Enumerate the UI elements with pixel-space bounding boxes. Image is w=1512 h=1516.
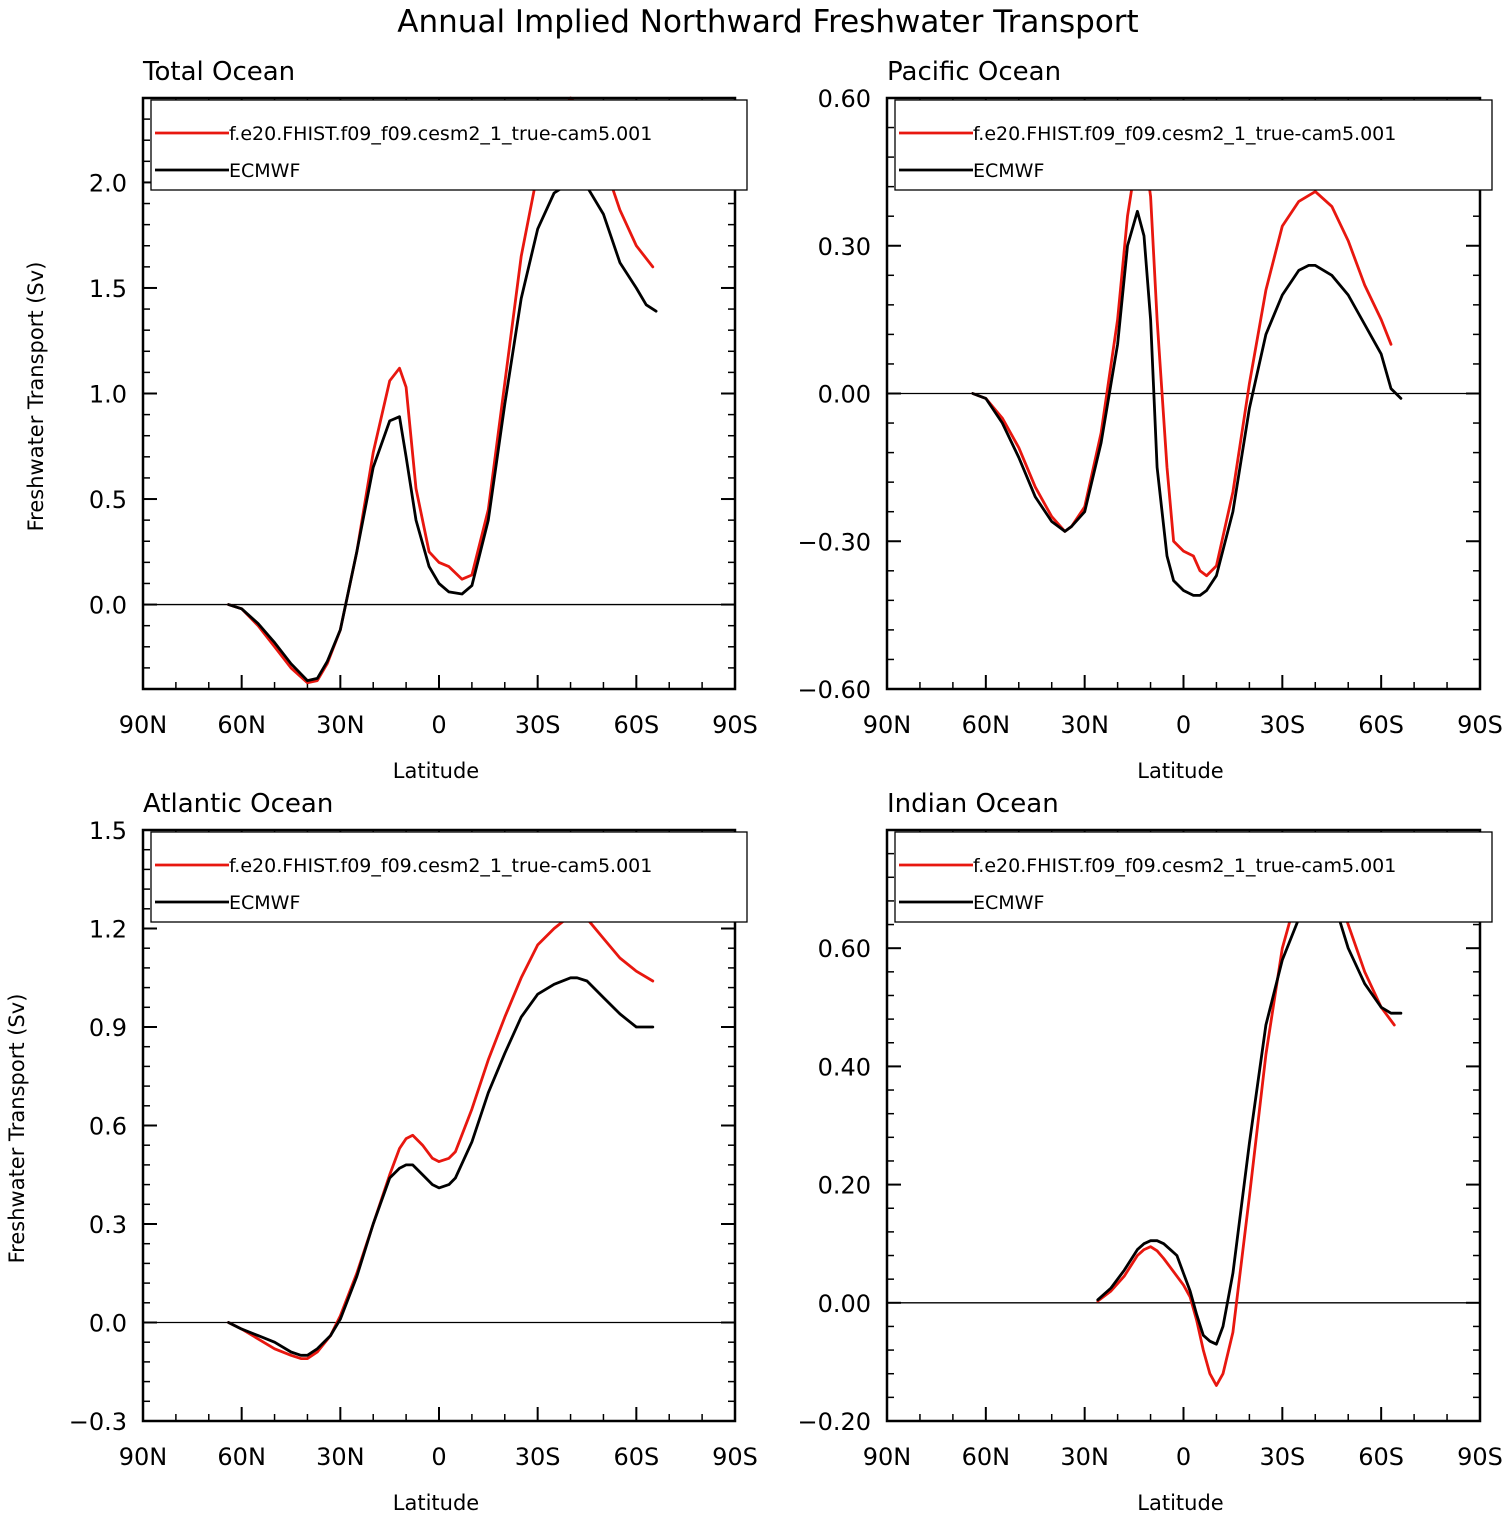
x-tick-label: 0 <box>431 1443 446 1471</box>
y-tick-label: 0.0 <box>89 1310 127 1338</box>
plot-frame <box>885 828 1482 1423</box>
x-tick-label: 90N <box>119 711 168 739</box>
legend-label: f.e20.FHIST.f09_f09.cesm2_1_true-cam5.00… <box>973 855 1396 877</box>
x-tick-label: 30N <box>316 1443 365 1471</box>
plot-frame <box>141 828 737 1423</box>
y-axis-label: Freshwater Transport (Sv) <box>5 994 29 1264</box>
panel-title: Atlantic Ocean <box>143 789 333 819</box>
x-tick-label: 90N <box>119 1443 168 1471</box>
x-tick-label: 0 <box>1176 711 1191 739</box>
series-line-ecmwf <box>227 178 658 682</box>
x-tick-label: 30S <box>1259 1443 1305 1471</box>
legend-box <box>894 831 1493 923</box>
panel-4: Indian Ocean 90N 60N 30N 0 30S 60S 90S −0.20 0.00… <box>797 789 1502 1515</box>
x-axis-label: Latitude <box>1137 759 1223 783</box>
y-tick-label: 1.2 <box>89 916 127 944</box>
series-line-model <box>1096 864 1396 1387</box>
x-tick-label: 90S <box>712 711 758 739</box>
x-tick-label: 60S <box>613 711 659 739</box>
x-tick-label: 60N <box>962 711 1011 739</box>
y-tick-label: 0.5 <box>89 486 127 514</box>
y-tick-label: 0.30 <box>818 233 871 261</box>
legend: f.e20.FHIST.f09_f09.cesm2_1_true-cam5.00… <box>894 831 1493 923</box>
x-tick-label: 90N <box>863 1443 912 1471</box>
panel-title: Indian Ocean <box>887 789 1059 819</box>
y-tick-label: 0.3 <box>89 1211 127 1239</box>
x-tick-label: 90S <box>712 1443 758 1471</box>
legend-box <box>894 99 1493 191</box>
y-tick-label: 0.60 <box>818 85 871 113</box>
y-tick-label: 0.00 <box>818 381 871 409</box>
legend-label: f.e20.FHIST.f09_f09.cesm2_1_true-cam5.00… <box>973 123 1396 145</box>
y-tick-label: −0.60 <box>797 676 871 704</box>
x-tick-label: 60S <box>1358 711 1404 739</box>
x-axis-label: Latitude <box>393 759 479 783</box>
series-line-ecmwf <box>971 209 1403 597</box>
y-tick-label: −0.30 <box>797 528 871 556</box>
x-tick-label: 30N <box>1060 1443 1109 1471</box>
panels: Total Ocean 90N 60N 30N 0 30S 60S 90S 0.0 0.5 1.0 1… <box>5 57 1503 1515</box>
legend: f.e20.FHIST.f09_f09.cesm2_1_true-cam5.00… <box>894 99 1493 191</box>
panel-3: Atlantic Ocean 90N 60N 30N 0 30S 60S 90S −0.3 0.0… <box>5 789 758 1515</box>
x-axis-label: Latitude <box>393 1491 479 1515</box>
y-tick-label: 0.20 <box>818 1172 871 1200</box>
y-tick-label: 1.5 <box>89 817 127 845</box>
y-tick-label: 0.6 <box>89 1113 127 1141</box>
y-tick-label: 0.0 <box>89 592 127 620</box>
panel-title: Pacific Ocean <box>887 57 1061 87</box>
x-tick-label: 0 <box>1176 1443 1191 1471</box>
x-axis-label: Latitude <box>1137 1491 1223 1515</box>
series-line-model <box>971 145 1393 578</box>
x-tick-label: 30S <box>515 711 561 739</box>
legend-label: ECMWF <box>229 160 300 182</box>
y-tick-label: 0.60 <box>818 935 871 963</box>
y-tick-label: 0.40 <box>818 1053 871 1081</box>
figure-title: Annual Implied Northward Freshwater Tran… <box>397 4 1138 40</box>
y-tick-label: 0.00 <box>818 1290 871 1318</box>
x-tick-label: 30N <box>316 711 365 739</box>
x-tick-label: 90S <box>1457 711 1503 739</box>
x-tick-label: 60N <box>962 1443 1011 1471</box>
x-tick-label: 30S <box>1259 711 1305 739</box>
series-line-ecmwf <box>1096 887 1403 1346</box>
x-tick-label: 60S <box>1358 1443 1404 1471</box>
legend-label: f.e20.FHIST.f09_f09.cesm2_1_true-cam5.00… <box>229 123 652 145</box>
y-tick-label: −0.20 <box>797 1408 871 1436</box>
plot-frame <box>141 96 737 691</box>
legend-label: f.e20.FHIST.f09_f09.cesm2_1_true-cam5.00… <box>229 855 652 877</box>
x-tick-label: 60S <box>613 1443 659 1471</box>
series-line-ecmwf <box>227 976 655 1357</box>
x-tick-label: 60N <box>217 1443 266 1471</box>
x-tick-label: 0 <box>431 711 446 739</box>
y-tick-label: 1.0 <box>89 381 127 409</box>
y-tick-label: −0.3 <box>69 1408 127 1436</box>
panel-1: Total Ocean 90N 60N 30N 0 30S 60S 90S 0.0 0.5 1.0 1… <box>24 57 758 783</box>
x-tick-label: 30S <box>515 1443 561 1471</box>
y-tick-label: 0.9 <box>89 1014 127 1042</box>
panel-2: Pacific Ocean 90N 60N 30N 0 30S 60S 90S −0.60 −0.… <box>797 57 1502 783</box>
legend-box <box>150 831 748 923</box>
panel-title: Total Ocean <box>142 57 295 87</box>
x-tick-label: 60N <box>217 711 266 739</box>
legend-box <box>150 99 748 191</box>
x-tick-label: 90N <box>863 711 912 739</box>
legend: f.e20.FHIST.f09_f09.cesm2_1_true-cam5.00… <box>150 99 748 191</box>
y-axis-label: Freshwater Transport (Sv) <box>24 262 48 532</box>
plot-frame <box>885 96 1482 691</box>
legend-label: ECMWF <box>973 160 1044 182</box>
y-tick-label: 1.5 <box>89 275 127 303</box>
x-tick-label: 30N <box>1060 711 1109 739</box>
y-tick-label: 2.0 <box>89 169 127 197</box>
legend-label: ECMWF <box>973 892 1044 914</box>
legend-label: ECMWF <box>229 892 300 914</box>
x-tick-label: 90S <box>1457 1443 1503 1471</box>
legend: f.e20.FHIST.f09_f09.cesm2_1_true-cam5.00… <box>150 831 748 923</box>
